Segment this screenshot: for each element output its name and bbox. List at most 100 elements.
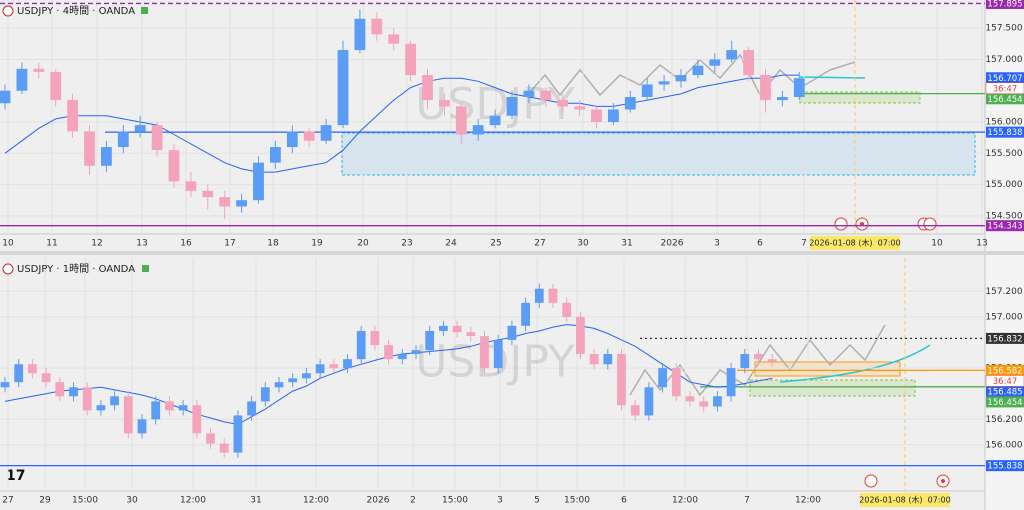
price-tag-label: 156.485	[987, 387, 1022, 397]
y-tick-label: 154.500	[985, 211, 1022, 221]
x-tick-label: 15:00	[442, 496, 468, 506]
candle-body	[480, 336, 489, 369]
symbol-icon	[2, 5, 14, 17]
price-tag-bg	[986, 396, 1024, 408]
candle-body	[740, 354, 750, 369]
candle-body	[776, 96, 788, 101]
price-tag: 154.343	[986, 220, 1024, 232]
candle-body	[233, 415, 243, 453]
candle-body	[82, 387, 92, 411]
candle-body	[438, 100, 450, 107]
price-tag-label: 154.343	[987, 222, 1022, 232]
event-dot	[941, 479, 945, 483]
candle-body	[641, 84, 653, 97]
candle-body	[354, 18, 366, 51]
price-tag-bg	[986, 364, 1024, 376]
candle-body	[185, 181, 197, 191]
x-tick-label: 6	[757, 239, 763, 249]
candle-body	[67, 100, 79, 132]
x-tick-label: 10	[931, 239, 943, 249]
event-icon[interactable]	[834, 217, 848, 231]
candle-body	[452, 325, 462, 333]
price-tag: 156.454	[986, 93, 1024, 105]
x-tick-label: 20	[357, 239, 369, 249]
price-tag-label: 156.454	[987, 398, 1022, 408]
chart-title: USDJPY · 1時間 · OANDA	[17, 263, 135, 275]
candle-body	[302, 373, 311, 379]
x-tick-label: 13	[136, 239, 147, 249]
zone-box	[749, 379, 916, 397]
candle-body	[0, 90, 11, 104]
price-tag-bg	[986, 0, 1024, 9]
candle-body	[117, 131, 129, 148]
candle-body	[521, 302, 530, 326]
x-tick-label: 12:00	[180, 496, 206, 506]
x-tick-label: 25	[490, 239, 501, 249]
x-tick-label: 5	[534, 496, 540, 506]
candle-body	[411, 350, 421, 355]
x-tick-label: 24	[445, 239, 457, 249]
x-tick-label: 3	[714, 239, 720, 249]
candle-body	[84, 131, 95, 166]
price-tag-label: 156.582	[987, 366, 1022, 376]
candle-body	[16, 68, 28, 91]
x-tick-label: 7	[801, 239, 807, 249]
candle-body	[405, 43, 417, 76]
price-tag: 156.454	[986, 396, 1024, 408]
candle-body	[397, 354, 407, 360]
x-tick-label: 18	[267, 239, 279, 249]
candle-body	[303, 131, 315, 141]
price-tag-label: 155.838	[987, 462, 1022, 472]
cursor-tag-label: 2026-01-08 (木) 07:00	[809, 238, 900, 248]
candle-body	[675, 75, 687, 82]
candle-body	[69, 387, 78, 397]
event-icon[interactable]	[864, 474, 878, 488]
x-tick-label: 2	[410, 496, 416, 506]
price-tag-label: 156.832	[987, 334, 1022, 344]
candle-body	[671, 368, 681, 397]
zone-box	[341, 132, 976, 176]
moving-average	[4, 74, 800, 173]
x-tick-label: 29	[39, 496, 51, 506]
price-tag: 156.582	[986, 364, 1024, 376]
candle-body	[422, 75, 433, 101]
candle-body	[260, 387, 270, 402]
candle-body	[713, 396, 722, 407]
candle-body	[329, 364, 339, 369]
x-tick-label: 15:00	[72, 496, 98, 506]
candle-body	[384, 345, 393, 360]
x-tick-label: 15:00	[564, 496, 590, 506]
candle-body	[562, 302, 572, 317]
price-tag-bg	[986, 220, 1024, 232]
x-tick-label: 2026	[367, 496, 390, 506]
x-tick-label: 30	[577, 239, 589, 249]
y-tick-label: 156.000	[985, 440, 1022, 450]
candle-body	[699, 401, 709, 407]
x-tick-label: 27	[2, 496, 13, 506]
candle-body	[288, 378, 298, 383]
candle-body	[315, 364, 325, 374]
candle-body	[754, 354, 763, 360]
candle-body	[110, 396, 119, 406]
price-tag: 156.707	[986, 72, 1024, 84]
zone-box	[754, 361, 901, 377]
pane: 27 29 15:00 30 12:00 31 12:00 2026 2 15:00 3 5 15:00…	[0, 258, 1024, 507]
x-tick-label: 11	[46, 239, 57, 249]
candle-body	[425, 330, 435, 351]
candle-body	[178, 405, 188, 411]
candle-body	[50, 71, 62, 101]
candle-body	[151, 401, 161, 420]
candle-body	[466, 332, 476, 337]
zone-box	[799, 91, 921, 104]
price-tag-bg	[986, 460, 1024, 472]
candle-body	[523, 90, 535, 97]
price-tag: 155.838	[986, 460, 1024, 472]
cursor-tag: 2026-01-08 (木) 07:00	[859, 493, 951, 507]
candle-body	[28, 364, 37, 374]
x-tick-label: 12:00	[795, 496, 821, 506]
candle-body	[685, 396, 695, 402]
x-tick-label: 16	[180, 239, 192, 249]
event-icon[interactable]	[923, 217, 937, 231]
cursor-tag-bg	[810, 236, 900, 250]
